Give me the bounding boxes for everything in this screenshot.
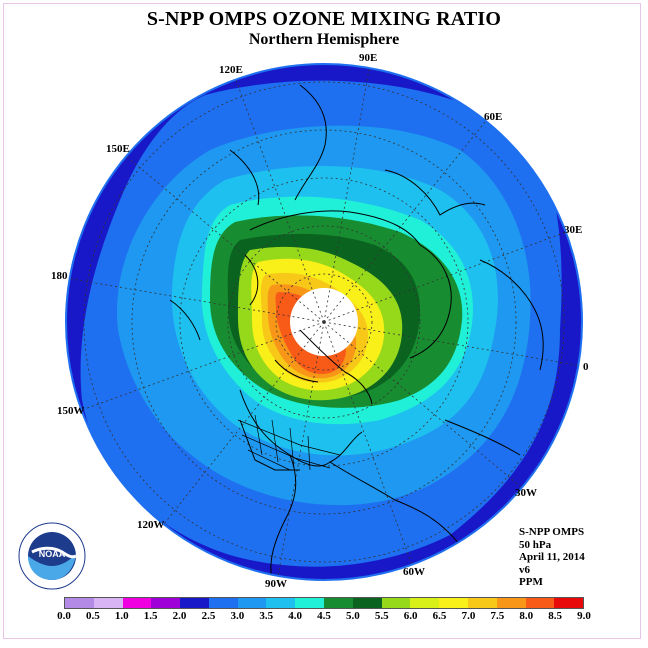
- colorbar-tick-label: 1.0: [114, 610, 129, 622]
- colorbar-swatch: [93, 598, 123, 608]
- colorbar-swatch: [352, 598, 382, 608]
- colorbar-swatch: [496, 598, 526, 608]
- colorbar-swatch: [208, 598, 238, 608]
- lon-label-90w: 90W: [265, 578, 287, 590]
- colorbar-swatch: [554, 598, 584, 608]
- colorbar-tick-label: 1.5: [143, 610, 158, 622]
- colorbar-tick-label: 6.0: [403, 610, 418, 622]
- colorbar-swatch: [122, 598, 152, 608]
- colorbar-tick-label: 2.0: [172, 610, 187, 622]
- map-title: S-NPP OMPS OZONE MIXING RATIO: [146, 8, 502, 30]
- colorbar-tick-label: 0.5: [86, 610, 100, 622]
- colorbar-swatch: [439, 598, 468, 608]
- lon-label-60e: 60E: [484, 111, 502, 123]
- colorbar-swatch: [65, 598, 94, 608]
- us-boundaries: [237, 414, 341, 471]
- colorbar-tick-label: 4.0: [288, 610, 302, 622]
- colorbar-tick-label: 7.5: [490, 610, 505, 622]
- colorbar-swatch: [525, 598, 555, 608]
- lon-label-150e: 150E: [106, 143, 130, 155]
- colorbar-tick-label: 5.0: [346, 610, 360, 622]
- lon-label-180: 180: [51, 270, 68, 282]
- lon-label-90e: 90E: [359, 52, 377, 64]
- colorbar-swatch: [295, 598, 325, 608]
- info-units: PPM: [519, 576, 543, 588]
- noaa-logo-icon: NOAA: [18, 522, 86, 590]
- figure-frame: [3, 3, 641, 639]
- colorbar-swatch: [266, 598, 296, 608]
- info-date: April 11, 2014: [519, 551, 585, 563]
- lon-label-60w: 60W: [403, 566, 425, 578]
- lon-label-0: 0: [583, 361, 589, 373]
- colorbar-tick-label: 7.0: [461, 610, 476, 622]
- colorbar-swatch: [381, 598, 411, 608]
- colorbar-tick-label: 2.5: [201, 610, 216, 622]
- lon-label-30e: 30E: [564, 224, 582, 236]
- colorbar-swatch: [410, 598, 440, 608]
- colorbar-tick-label: 3.5: [259, 610, 274, 622]
- info-pressure-level: 50 hPa: [519, 538, 552, 551]
- data-info: S-NPP OMPS 50 hPa April 11, 2014 v6 PPM: [519, 526, 585, 589]
- colorbar-tick-label: 3.0: [230, 610, 245, 622]
- coastlines: [169, 84, 544, 580]
- colorbar-tick-label: 6.5: [432, 610, 447, 622]
- colorbar-tick-label: 8.5: [548, 610, 562, 622]
- info-instrument: S-NPP OMPS: [519, 526, 585, 538]
- map-subtitle: Northern Hemisphere: [248, 31, 400, 48]
- colorbar-swatch: [151, 598, 181, 608]
- map-boundary: [65, 63, 583, 581]
- colorbar-swatch: [324, 598, 353, 608]
- lon-label-150w: 150W: [57, 405, 85, 417]
- colorbar-swatch: [180, 598, 209, 608]
- noaa-logo-text: NOAA: [39, 549, 66, 559]
- colorbar-tick-label: 9.0: [577, 610, 591, 622]
- colorbar: [64, 597, 584, 609]
- colorbar-ticks: 0.0 0.5 1.0 1.5 2.0 2.5 3.0 3.5 4.0 4.5 5.0 5.5 6.0 6…: [0, 610, 648, 624]
- colorbar-tick-label: 0.0: [57, 610, 71, 622]
- info-version: v6: [519, 563, 530, 576]
- lon-label-30w: 30W: [515, 487, 537, 499]
- colorbar-swatch: [467, 598, 497, 608]
- colorbar-tick-label: 8.0: [519, 610, 534, 622]
- ozone-field: [66, 64, 582, 580]
- colorbar-tick-label: 5.5: [374, 610, 389, 622]
- colorbar-swatch: [237, 598, 267, 608]
- lon-label-120e: 120E: [219, 64, 243, 76]
- colorbar-tick-label: 4.5: [317, 610, 331, 622]
- lon-label-120w: 120W: [137, 519, 165, 531]
